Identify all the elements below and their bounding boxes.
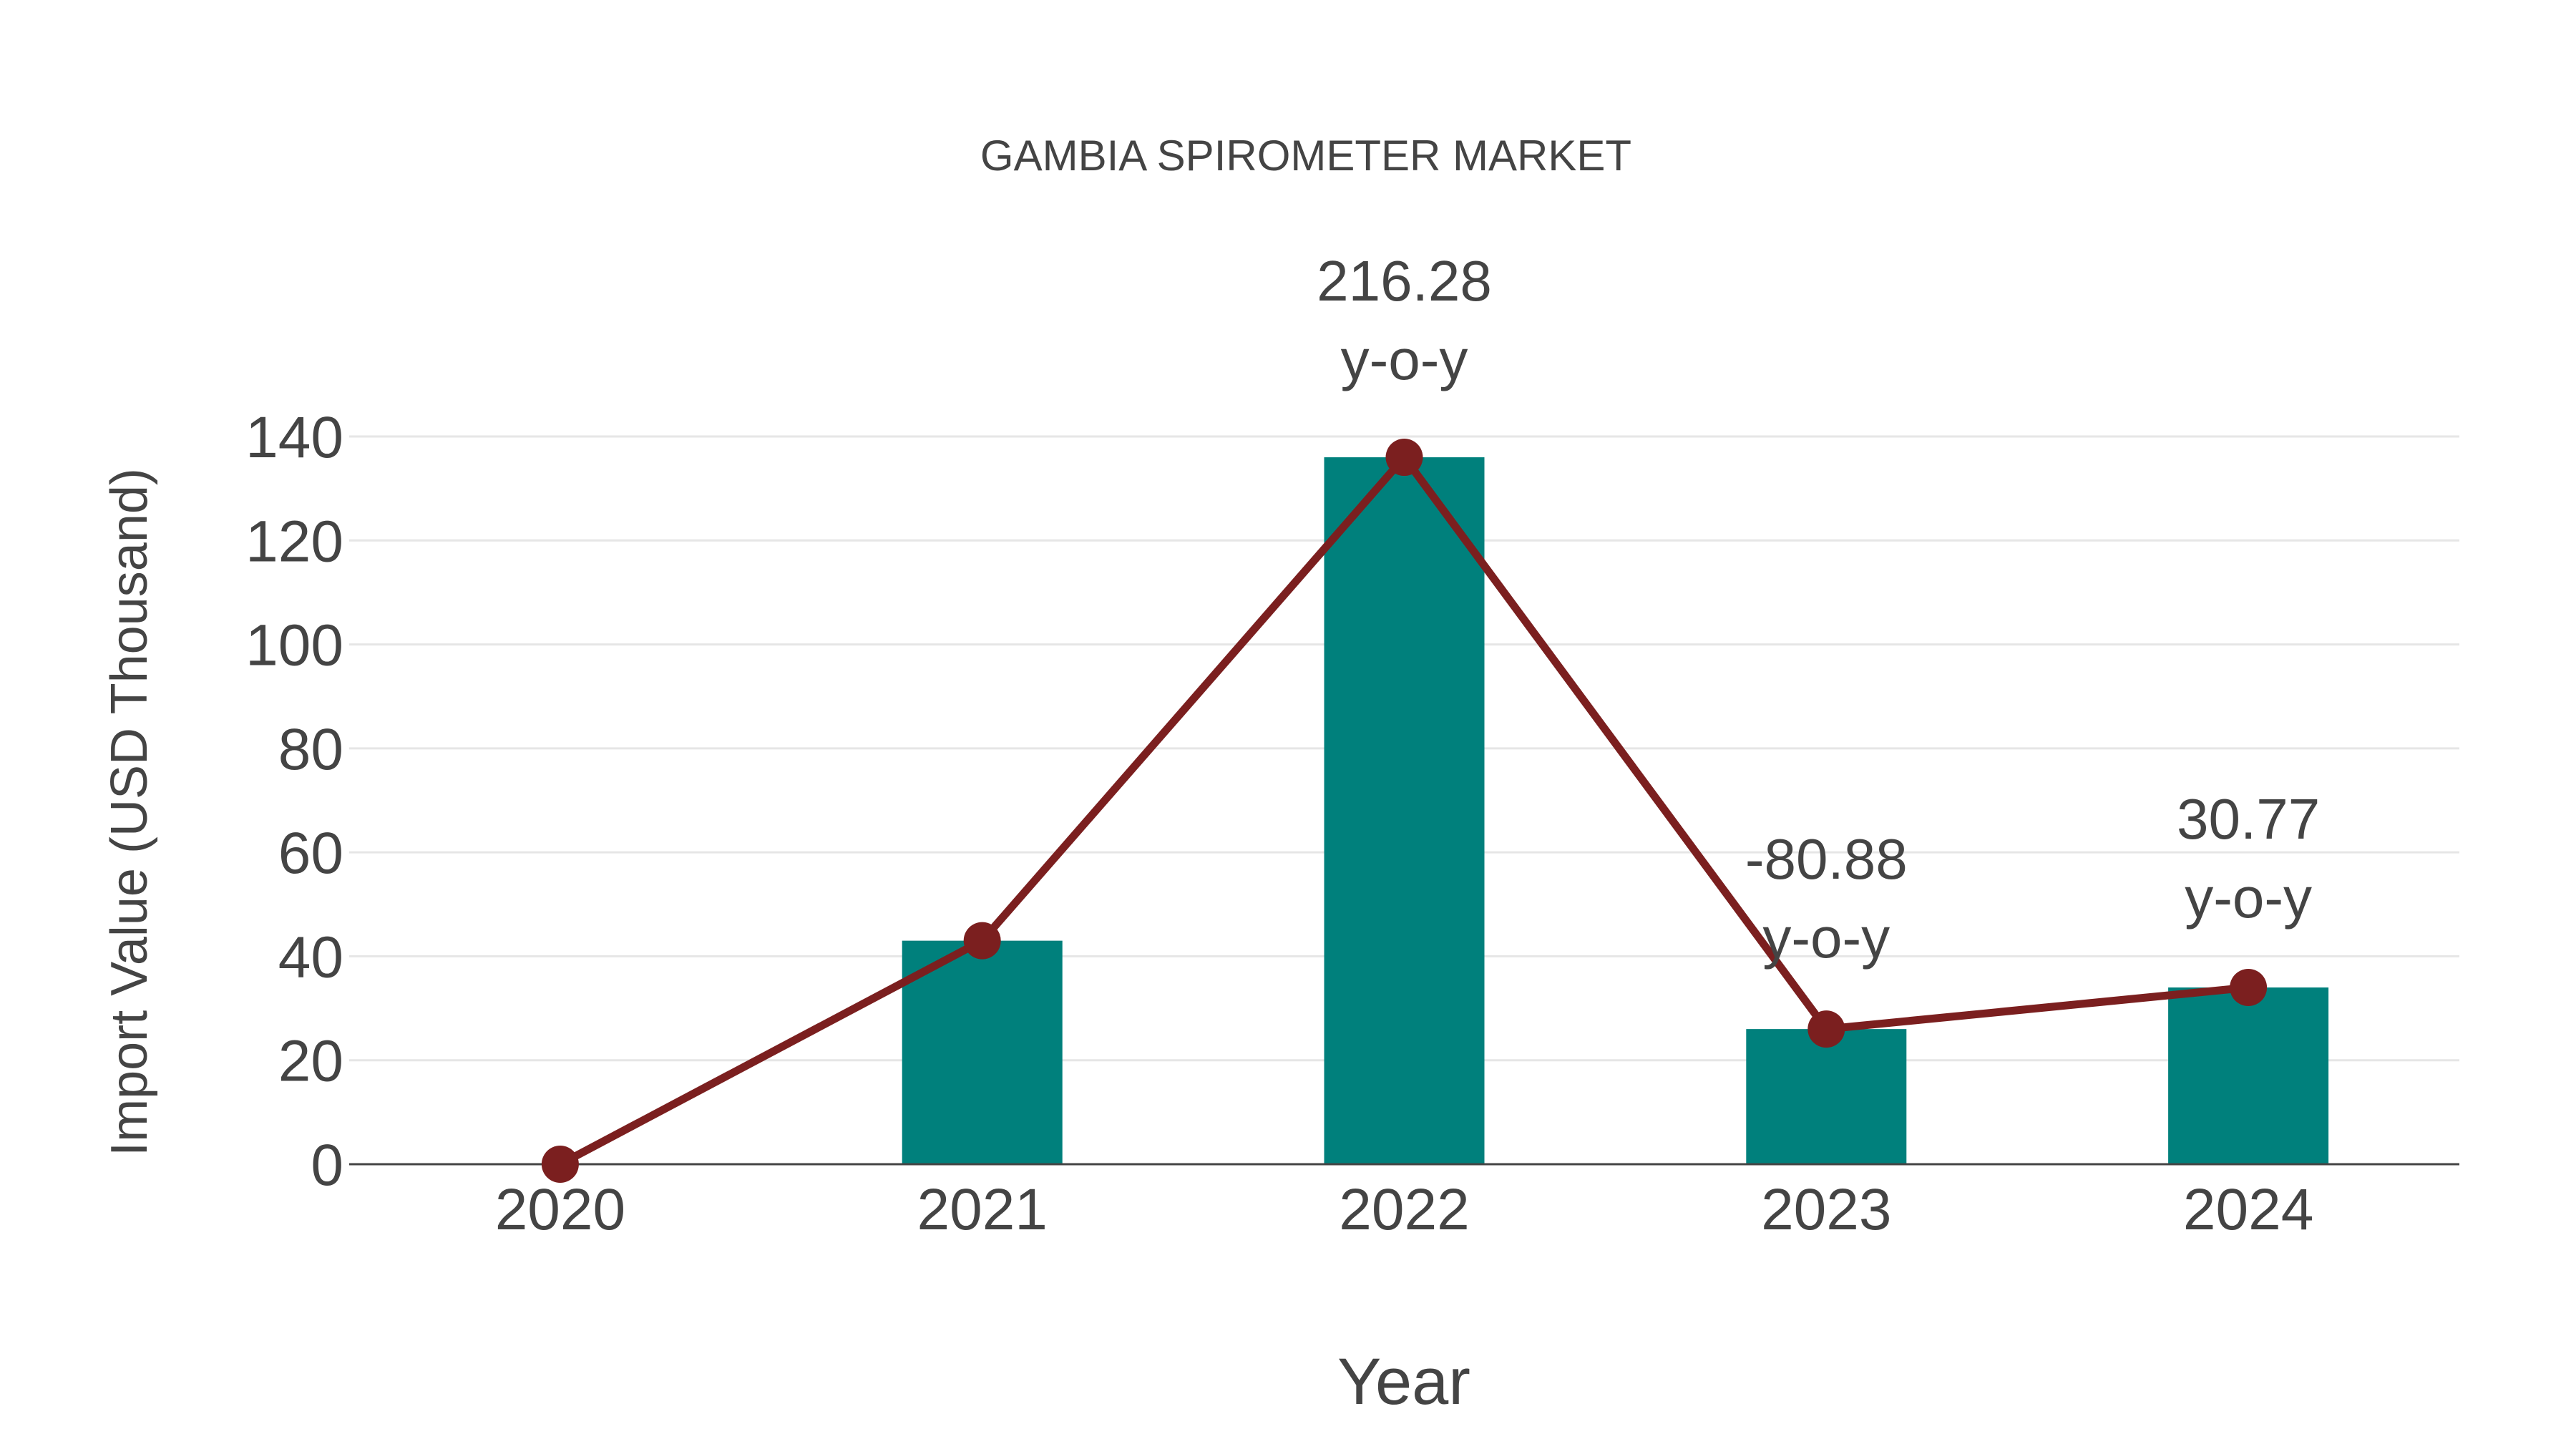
- x-tick-label: 2024: [2183, 1177, 2313, 1242]
- chart-title: GAMBIA SPIROMETER MARKET: [980, 132, 1631, 180]
- x-tick-label: 2022: [1339, 1177, 1469, 1242]
- y-tick-label: 80: [278, 717, 343, 782]
- yoy-value-label: -80.88: [1745, 827, 1908, 891]
- line-marker: [2230, 969, 2268, 1007]
- bars: [902, 457, 2329, 1164]
- y-tick-label: 60: [278, 821, 343, 886]
- x-tick-label: 2021: [917, 1177, 1047, 1242]
- line-marker: [541, 1146, 579, 1183]
- y-axis-title: Import Value (USD Thousand): [101, 468, 158, 1156]
- bar: [1746, 1029, 1907, 1164]
- line-series: [541, 439, 2268, 1183]
- yoy-suffix-label: y-o-y: [1762, 906, 1890, 970]
- yoy-suffix-label: y-o-y: [1341, 328, 1468, 391]
- y-tick-label: 100: [245, 613, 343, 678]
- yoy-value-label: 216.28: [1317, 249, 1492, 313]
- line-marker: [1385, 439, 1423, 477]
- x-tick-label: 2020: [495, 1177, 625, 1242]
- line-marker: [1807, 1010, 1845, 1048]
- yoy-value-label: 30.77: [2177, 787, 2320, 851]
- line-marker: [963, 922, 1001, 960]
- bar: [1324, 457, 1485, 1164]
- annotations: 216.28 y-o-y -80.88 y-o-y 30.77 y-o-y: [1317, 249, 2320, 970]
- y-tick-label: 40: [278, 924, 343, 990]
- bar: [2168, 987, 2329, 1164]
- y-axis: 0 20 40 60 80 100 120 140: [245, 405, 343, 1198]
- x-tick-label: 2023: [1761, 1177, 1891, 1242]
- y-tick-label: 20: [278, 1029, 343, 1094]
- yoy-suffix-label: y-o-y: [2185, 866, 2312, 930]
- x-axis: 2020 2021 2022 2023 2024: [349, 1163, 2459, 1242]
- y-tick-label: 120: [245, 509, 343, 574]
- bar: [902, 940, 1063, 1164]
- x-axis-title: Year: [1337, 1345, 1470, 1418]
- y-tick-label: 140: [245, 405, 343, 470]
- y-tick-label: 0: [311, 1133, 343, 1198]
